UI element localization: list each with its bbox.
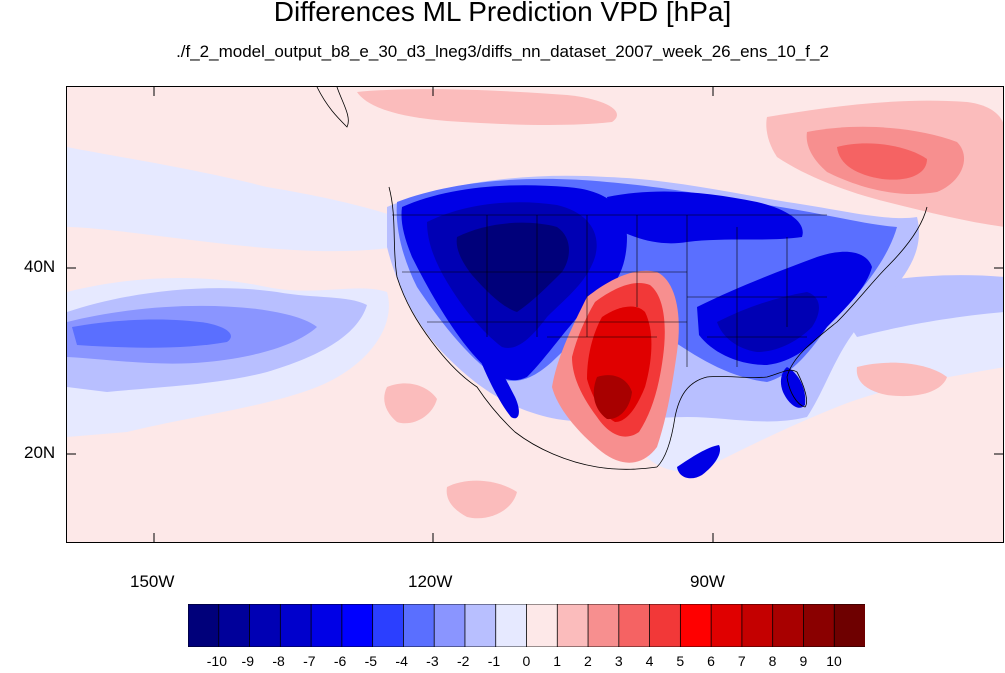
lon-label-150w: 150W xyxy=(130,572,175,591)
colorbar-tick-label: -6 xyxy=(333,653,347,669)
caribbean-negative xyxy=(677,445,721,479)
colorbar-swatch xyxy=(772,604,805,647)
baja-negative xyxy=(479,337,519,419)
pacific-negative-core-2 xyxy=(72,319,231,348)
chart-subtitle: ./f_2_model_output_b8_e_30_d3_lneg3/diff… xyxy=(176,42,829,61)
canada-positive-north xyxy=(357,89,617,125)
colorbar-swatch xyxy=(803,604,836,647)
colorbar-tick-label: -3 xyxy=(426,653,439,669)
state-borders xyxy=(392,214,827,367)
colorbar-tick-label: -10 xyxy=(206,653,227,669)
colorbar-swatch xyxy=(587,604,620,647)
coastlines xyxy=(316,87,928,470)
colorbar-swatch xyxy=(403,604,436,647)
lat-label-20n: 20N xyxy=(24,443,56,462)
canada-positive-east-max xyxy=(837,143,927,180)
colorbar-swatch xyxy=(310,604,343,647)
colorbar-tick-label: 5 xyxy=(676,653,685,669)
colorbar-tick-label: -1 xyxy=(487,653,501,669)
colorbar-tick-label: 6 xyxy=(707,653,715,669)
colorbar-swatch xyxy=(433,604,466,647)
lat-label-40n: 40N xyxy=(24,257,56,276)
colorbar-tick-label: -8 xyxy=(272,653,285,669)
colorbar-tick-label: 7 xyxy=(737,653,746,669)
colorbar-tick-label: -7 xyxy=(303,653,316,669)
colorbar-swatch xyxy=(526,604,559,647)
colorbar-swatch xyxy=(279,604,312,647)
colorbar-swatch xyxy=(649,604,682,647)
colorbar-tick-label: 9 xyxy=(799,653,808,669)
colorbar-labels: -10 -9 -8 -7 -6 -5 -4 -3 -2 -1 0 1 2 3 4 5 6 7 8 9 10 xyxy=(0,653,1005,673)
us-west-deepest-negative xyxy=(456,222,569,312)
colorbar-swatch xyxy=(188,604,220,647)
lon-label-90w: 90W xyxy=(690,572,725,591)
chart-title: Differences ML Prediction VPD [hPa] xyxy=(273,0,732,27)
colorbar-swatch xyxy=(341,604,374,647)
colorbar-swatch xyxy=(618,604,651,647)
colorbar-tick-label: 8 xyxy=(768,653,777,669)
colorbar-tick-label: -2 xyxy=(456,653,470,669)
colorbar-swatch xyxy=(249,604,282,647)
colorbar-swatch xyxy=(464,604,497,647)
colorbar-tick-label: 10 xyxy=(826,653,842,669)
colorbar-swatch xyxy=(556,604,589,647)
colorbar-tick-label: 4 xyxy=(645,653,654,669)
map-panel xyxy=(66,86,1004,543)
atlantic-positive-patch xyxy=(856,362,947,397)
colorbar-tick-label: -9 xyxy=(241,653,254,669)
colorbar-swatch xyxy=(833,604,865,647)
colorbar-swatch xyxy=(710,604,743,647)
south-positive-patch xyxy=(446,480,517,519)
pacific-positive-patch xyxy=(384,383,437,424)
colorbar-swatch xyxy=(679,604,713,647)
colorbar-tick-label: 2 xyxy=(584,653,592,669)
pacific-weak-negative-band-2 xyxy=(67,147,397,252)
us-north-negative xyxy=(607,191,803,244)
colorbar-swatch xyxy=(495,604,528,647)
colorbar-tick-label: -4 xyxy=(395,653,408,669)
colorbar-tick-label: 0 xyxy=(522,653,531,669)
colorbar xyxy=(188,604,865,647)
colorbar-swatch xyxy=(741,604,774,647)
vpd-difference-field xyxy=(67,87,1003,542)
colorbar-tick-label: 3 xyxy=(614,653,623,669)
colorbar-tick-label: -5 xyxy=(364,653,378,669)
texas-positive-max xyxy=(593,375,632,420)
colorbar-swatch xyxy=(372,604,405,647)
colorbar-swatch xyxy=(218,604,251,647)
colorbar-tick-label: 1 xyxy=(553,653,562,669)
lon-label-120w: 120W xyxy=(408,572,453,591)
